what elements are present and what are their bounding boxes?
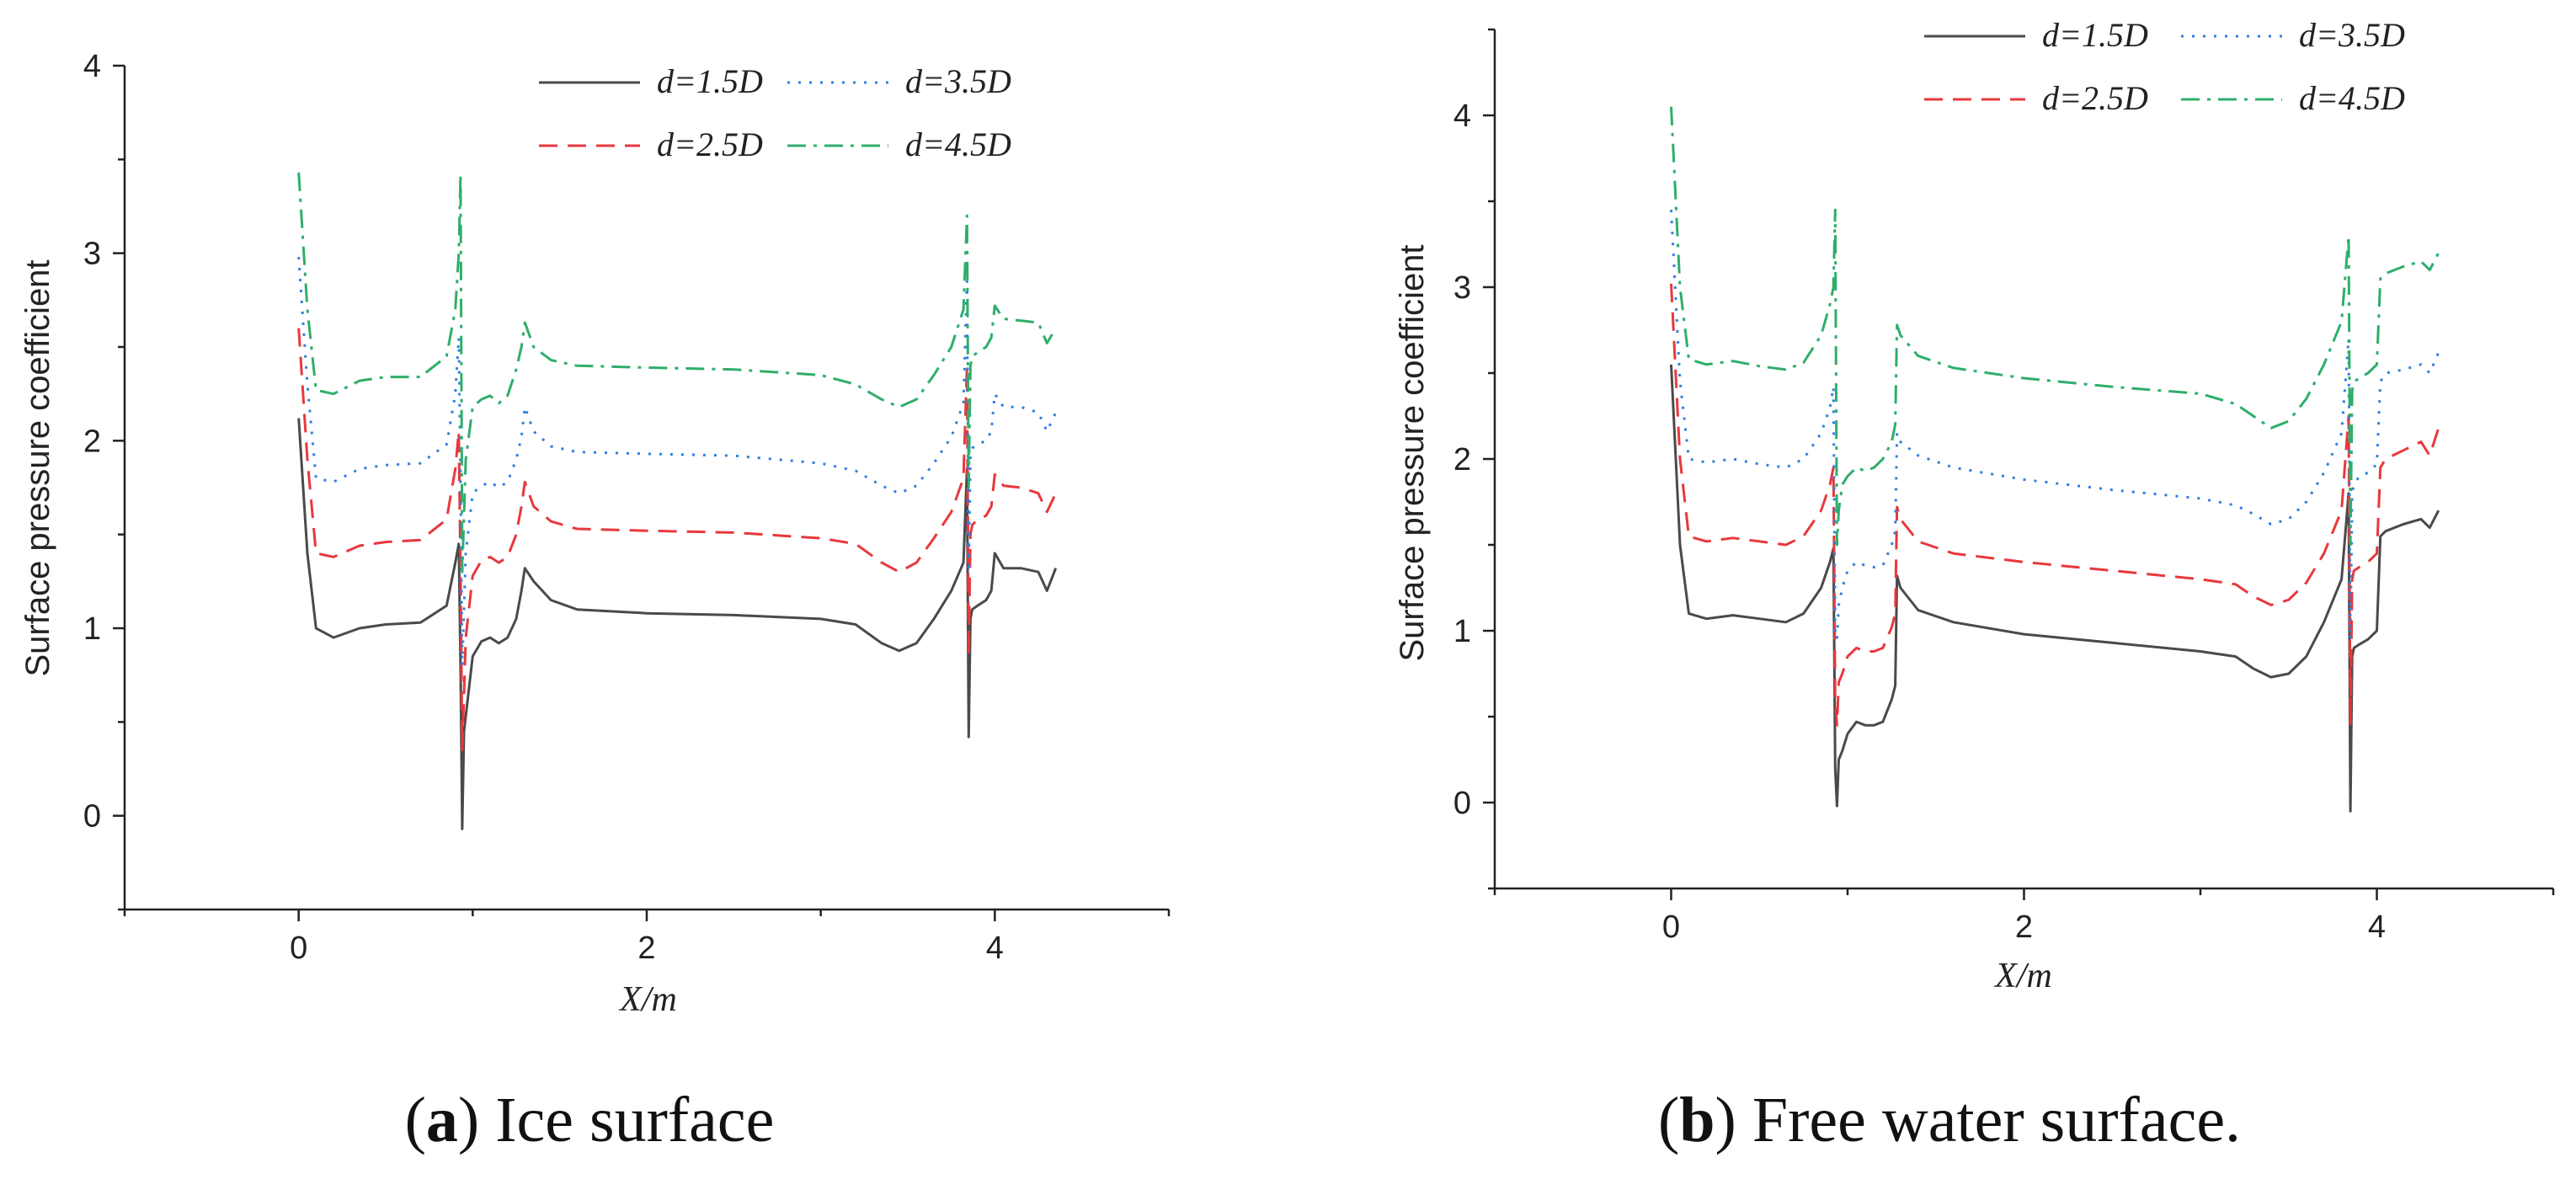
panel-a-y-tick-label: 1 — [83, 611, 101, 647]
panel-b-series-4-line — [1670, 106, 2440, 547]
panel-a-series — [297, 172, 1058, 830]
panel-a-caption-text: Ice surface — [495, 1085, 774, 1155]
panel-b-x-tick-label: 2 — [2015, 910, 2033, 945]
panel-a-x-tick-label: 0 — [290, 931, 307, 966]
panel-b-legend-label: d=3.5D — [2299, 16, 2405, 54]
panel-b-series-2-line — [1670, 283, 2440, 727]
panel-b-series-3-line — [1670, 210, 2440, 641]
panel-b-y-tick-label: 4 — [1453, 99, 1471, 134]
panel-a-y-tick-label: 4 — [83, 49, 101, 84]
panel-b-legend-label: d=1.5D — [2042, 16, 2148, 54]
panel-a-caption: (a) Ice surface — [405, 1085, 775, 1155]
panel-a-caption-letter: a — [426, 1085, 458, 1155]
panel-b-y-tick-label: 0 — [1453, 786, 1471, 821]
panel-b-y-tick-label: 2 — [1453, 442, 1471, 477]
panel-b-xlabel: X/m — [1993, 957, 2052, 995]
panel-a-legend: d=1.5D d=2.5D d=3.5D d=4.5D — [539, 62, 1011, 163]
panel-b-series — [1670, 106, 2440, 813]
panel-a-ylabel: Surface pressure coefficient — [19, 259, 56, 676]
panel-b-x-tick-label: 4 — [2368, 910, 2386, 945]
panel-a-x-tick-label: 2 — [637, 931, 655, 966]
panel-a-y-tick-label: 0 — [83, 799, 101, 835]
panel-a-legend-label: d=4.5D — [905, 125, 1011, 163]
panel-a-axes: 0 1 2 3 4 0 2 4 — [83, 49, 1171, 966]
panel-a-legend-label: d=3.5D — [905, 62, 1011, 100]
panel-b-ylabel: Surface pressure coefficient — [1394, 244, 1431, 661]
panel-a-series-2-line — [297, 328, 1058, 752]
panel-a-y-tick-label: 3 — [83, 237, 101, 272]
panel-a-x-tick-label: 4 — [986, 931, 1004, 966]
panel-b-caption: (b) Free water surface. — [1658, 1085, 2241, 1155]
panel-b: 0 1 2 3 4 0 2 4 Surface pressure coefficient X/… — [1394, 16, 2555, 1155]
panel-b-legend-label: d=4.5D — [2299, 79, 2405, 117]
panel-a-legend-label: d=1.5D — [657, 62, 763, 100]
panel-a-series-1-line — [297, 418, 1058, 830]
panel-b-y-tick-label: 1 — [1453, 614, 1471, 649]
panel-a-y-tick-label: 2 — [83, 424, 101, 459]
panel-b-caption-letter: b — [1679, 1085, 1715, 1155]
panel-b-legend: d=1.5D d=2.5D d=3.5D d=4.5D — [1924, 16, 2405, 117]
panel-b-series-1-line — [1670, 364, 2440, 813]
panel-b-legend-label: d=2.5D — [2042, 79, 2148, 117]
panel-b-x-tick-label: 0 — [1662, 910, 1680, 945]
panel-a-series-4-line — [297, 172, 1057, 573]
panel-a-legend-label: d=2.5D — [657, 125, 763, 163]
panel-a: 0 1 2 3 4 0 2 4 Surface pressure coefficient X/… — [19, 49, 1171, 1155]
panel-b-caption-text: Free water surface. — [1752, 1085, 2241, 1155]
panel-a-xlabel: X/m — [618, 980, 677, 1019]
panel-b-y-tick-label: 3 — [1453, 270, 1471, 306]
panel-b-axes: 0 1 2 3 4 0 2 4 — [1453, 28, 2555, 945]
